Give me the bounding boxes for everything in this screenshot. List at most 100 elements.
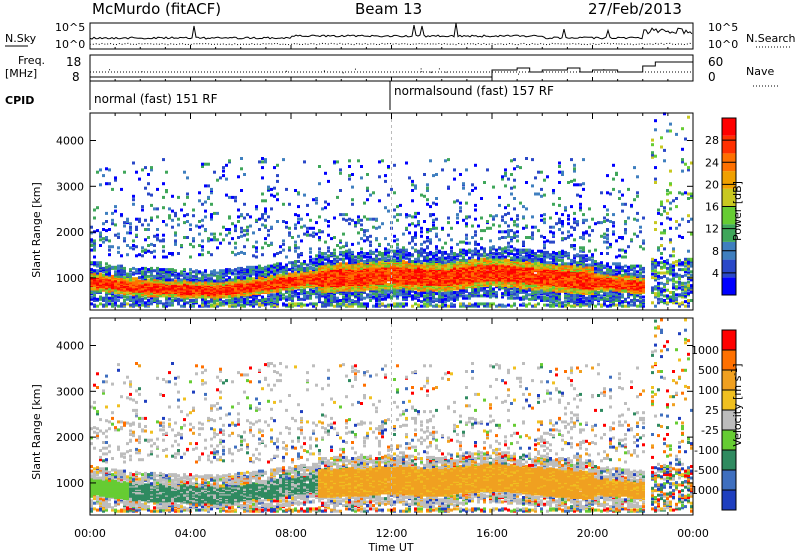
range-gate-cell bbox=[138, 295, 141, 299]
range-gate-cell bbox=[219, 301, 222, 305]
range-gate-cell bbox=[336, 296, 339, 300]
range-gate-cell bbox=[423, 302, 426, 306]
range-gate-cell bbox=[180, 294, 183, 298]
range-gate-cell bbox=[414, 302, 417, 306]
range-gate-cell bbox=[369, 257, 372, 261]
range-gate-cell bbox=[492, 215, 495, 219]
range-gate-cell bbox=[369, 244, 372, 247]
range-gate-cell bbox=[342, 299, 345, 302]
range-gate-cell bbox=[465, 224, 468, 228]
range-gate-cell bbox=[228, 271, 231, 275]
range-gate-cell bbox=[417, 211, 420, 215]
range-gate-cell bbox=[474, 302, 477, 306]
range-gate-cell bbox=[345, 303, 348, 307]
range-gate-cell bbox=[321, 257, 324, 261]
range-gate-cell bbox=[150, 168, 153, 172]
range-gate-cell bbox=[120, 187, 123, 191]
range-gate-cell bbox=[171, 278, 174, 282]
range-gate-cell bbox=[468, 294, 471, 298]
range-gate-cell bbox=[453, 177, 456, 181]
range-gate-cell bbox=[216, 271, 219, 275]
range-gate-cell bbox=[258, 276, 261, 280]
range-gate-cell bbox=[441, 168, 444, 172]
range-gate-cell bbox=[363, 215, 366, 219]
freq-dot bbox=[285, 70, 287, 72]
range-gate-cell bbox=[240, 274, 243, 278]
range-gate-cell bbox=[156, 228, 159, 231]
range-gate-cell bbox=[285, 187, 288, 191]
range-gate-cell bbox=[240, 189, 243, 192]
range-gate-cell bbox=[465, 215, 468, 219]
range-gate-cell bbox=[429, 238, 432, 242]
range-gate-cell bbox=[114, 303, 117, 307]
range-gate-cell bbox=[168, 301, 171, 305]
range-gate-cell bbox=[324, 295, 327, 299]
range-gate-cell bbox=[396, 288, 399, 292]
range-gate-cell bbox=[372, 250, 375, 254]
range-gate-cell bbox=[261, 246, 264, 250]
noise-right-tick-low: 10^0 bbox=[708, 38, 738, 51]
range-gate-cell bbox=[462, 182, 465, 186]
range-gate-cell bbox=[306, 303, 309, 307]
range-gate-cell bbox=[129, 303, 132, 307]
range-gate-cell bbox=[102, 299, 105, 302]
range-gate-cell bbox=[99, 297, 102, 301]
range-gate-cell bbox=[159, 272, 162, 276]
range-gate-cell bbox=[96, 261, 99, 265]
range-gate-cell bbox=[438, 262, 441, 266]
range-gate-cell bbox=[234, 229, 237, 233]
range-gate-cell bbox=[345, 256, 348, 260]
range-gate-cell bbox=[327, 179, 330, 183]
freq-dot bbox=[354, 68, 356, 70]
range-gate-cell bbox=[123, 266, 126, 270]
range-gate-cell bbox=[483, 229, 486, 233]
range-gate-cell bbox=[300, 217, 303, 221]
range-gate-cell bbox=[198, 225, 201, 229]
range-gate-cell bbox=[153, 255, 156, 259]
noise-traces bbox=[89, 23, 694, 49]
range-gate-cell bbox=[276, 265, 279, 269]
range-gate-cell bbox=[168, 252, 171, 255]
range-gate-cell bbox=[255, 273, 258, 277]
range-gate-cell bbox=[180, 280, 183, 284]
range-gate-cell bbox=[246, 299, 249, 302]
range-gate-cell bbox=[405, 161, 408, 165]
range-gate-cell bbox=[435, 234, 438, 238]
range-gate-cell bbox=[333, 260, 336, 263]
range-gate-cell bbox=[462, 288, 465, 292]
range-gate-cell bbox=[213, 271, 216, 275]
range-gate-cell bbox=[243, 268, 246, 272]
range-gate-cell bbox=[216, 302, 219, 306]
range-gate-cell bbox=[372, 261, 375, 265]
range-gate-cell bbox=[411, 253, 414, 257]
range-gate-cell bbox=[462, 186, 465, 190]
range-gate-cell bbox=[189, 299, 192, 302]
range-gate-cell bbox=[348, 304, 351, 308]
range-gate-cell bbox=[348, 248, 351, 252]
range-gate-cell bbox=[372, 266, 375, 270]
range-gate-cell bbox=[207, 277, 210, 281]
range-gate-cell bbox=[216, 277, 219, 281]
range-gate-cell bbox=[141, 303, 144, 307]
range-gate-cell bbox=[342, 213, 345, 217]
range-gate-cell bbox=[363, 233, 366, 237]
range-gate-cell bbox=[114, 209, 117, 213]
range-gate-cell bbox=[342, 286, 345, 290]
range-gate-cell bbox=[396, 238, 399, 242]
range-gate-cell bbox=[459, 288, 462, 292]
range-gate-cell bbox=[120, 294, 123, 298]
range-gate-cell bbox=[402, 289, 405, 293]
range-gate-cell bbox=[198, 191, 201, 195]
nave-tick-high: 60 bbox=[708, 55, 723, 69]
range-gate-cell bbox=[300, 288, 303, 292]
range-gate-cell bbox=[312, 289, 315, 293]
range-gate-cell bbox=[291, 299, 294, 302]
range-gate-cell bbox=[399, 293, 402, 297]
range-gate-cell bbox=[378, 297, 381, 301]
range-gate-cell bbox=[384, 179, 387, 183]
range-gate-cell bbox=[225, 233, 228, 237]
range-gate-cell bbox=[318, 229, 321, 233]
range-gate-cell bbox=[288, 268, 291, 272]
range-gate-cell bbox=[408, 231, 411, 235]
range-gate-cell bbox=[237, 220, 240, 223]
